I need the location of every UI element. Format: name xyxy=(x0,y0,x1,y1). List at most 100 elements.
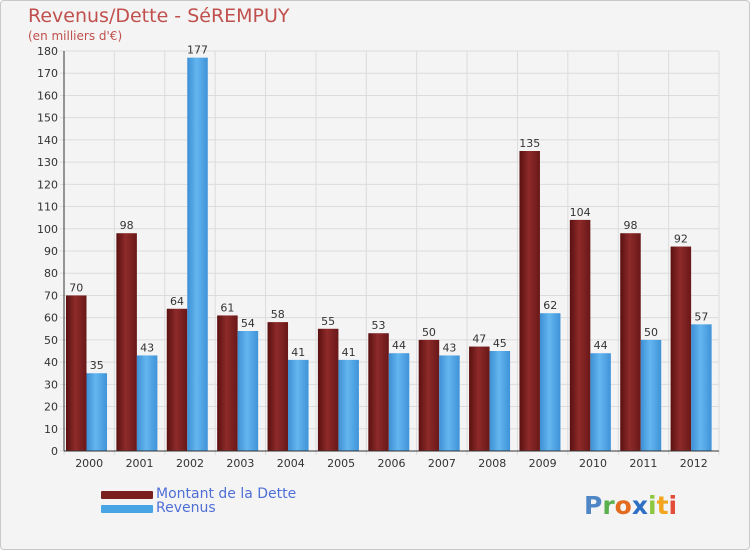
data-label: 50 xyxy=(644,326,658,339)
y-tick-label: 180 xyxy=(37,45,58,58)
y-tick-label: 140 xyxy=(37,134,58,147)
x-tick-label: 2001 xyxy=(126,457,154,470)
x-tick-label: 2003 xyxy=(226,457,254,470)
data-label: 62 xyxy=(543,299,557,312)
data-label: 57 xyxy=(694,310,708,323)
bar-dette xyxy=(418,339,440,451)
data-label: 64 xyxy=(170,295,184,308)
logo-letter: t xyxy=(656,491,669,520)
data-label: 44 xyxy=(392,339,406,352)
y-tick-label: 170 xyxy=(37,67,58,80)
chart-title: Revenus/Dette - SéREMPUY xyxy=(28,5,290,27)
bar-dette xyxy=(368,333,389,451)
legend-label-dette: Montant de la Dette xyxy=(156,486,297,502)
y-tick-label: 120 xyxy=(37,178,58,191)
data-label: 135 xyxy=(519,137,540,150)
logo-letter: x xyxy=(631,491,648,520)
y-tick-label: 0 xyxy=(51,445,58,458)
y-tick-label: 80 xyxy=(44,267,58,280)
x-tick-label: 2006 xyxy=(378,457,406,470)
bar-dette xyxy=(267,322,289,451)
bar-revenus xyxy=(187,57,208,452)
data-label: 43 xyxy=(140,341,154,354)
y-tick-label: 160 xyxy=(37,89,58,102)
bar-revenus xyxy=(691,324,712,451)
bar-revenus xyxy=(338,359,359,451)
logo-letter: o xyxy=(614,491,632,520)
y-tick-label: 60 xyxy=(44,312,58,325)
bar-dette xyxy=(166,308,188,451)
logo-letter: i xyxy=(668,491,678,520)
data-label: 44 xyxy=(594,339,608,352)
data-label: 43 xyxy=(442,341,456,354)
data-label: 41 xyxy=(342,346,356,359)
data-label: 47 xyxy=(472,333,486,346)
logo-letter: r xyxy=(602,491,615,520)
data-label: 50 xyxy=(422,326,436,339)
x-tick-label: 2009 xyxy=(529,457,557,470)
data-label: 54 xyxy=(241,317,255,330)
y-tick-label: 90 xyxy=(44,245,58,258)
y-tick-label: 130 xyxy=(37,156,58,169)
y-tick-label: 150 xyxy=(37,112,58,125)
bar-revenus xyxy=(640,339,662,451)
data-label: 55 xyxy=(321,315,335,328)
data-label: 98 xyxy=(623,219,637,232)
x-tick-label: 2008 xyxy=(478,457,506,470)
data-label: 104 xyxy=(570,206,591,219)
x-tick-label: 2004 xyxy=(277,457,305,470)
logo-letter: i xyxy=(648,491,657,520)
bar-revenus xyxy=(86,373,107,451)
bar-dette xyxy=(620,233,641,451)
data-label: 53 xyxy=(372,319,386,332)
x-tick-label: 2012 xyxy=(680,457,708,470)
bar-revenus xyxy=(489,351,511,451)
y-tick-label: 10 xyxy=(44,423,58,436)
bar-dette xyxy=(317,328,339,451)
data-label: 35 xyxy=(90,359,104,372)
bar-dette xyxy=(670,246,692,451)
bar-dette xyxy=(116,233,137,451)
x-tick-label: 2000 xyxy=(75,457,103,470)
x-tick-label: 2002 xyxy=(176,457,204,470)
x-tick-label: 2005 xyxy=(327,457,355,470)
y-tick-label: 50 xyxy=(44,334,58,347)
y-tick-label: 110 xyxy=(37,201,58,214)
data-label: 98 xyxy=(120,219,134,232)
x-tick-label: 2007 xyxy=(428,457,456,470)
bar-dette xyxy=(469,346,490,451)
y-tick-label: 30 xyxy=(44,378,58,391)
x-tick-label: 2011 xyxy=(629,457,657,470)
logo-letter: P xyxy=(584,491,603,520)
data-label: 177 xyxy=(187,44,208,57)
bar-dette xyxy=(569,219,591,451)
legend-swatch-dette xyxy=(101,491,153,499)
data-label: 45 xyxy=(493,337,507,350)
bar-revenus xyxy=(388,353,410,451)
y-tick-label: 100 xyxy=(37,223,58,236)
bar-revenus xyxy=(439,355,460,451)
data-label: 61 xyxy=(220,301,234,314)
bar-revenus xyxy=(539,313,561,451)
data-label: 41 xyxy=(291,346,305,359)
data-label: 92 xyxy=(674,233,688,246)
legend-label-revenus: Revenus xyxy=(156,500,216,516)
bar-revenus xyxy=(136,355,158,451)
x-tick-label: 2010 xyxy=(579,457,607,470)
data-label: 58 xyxy=(271,308,285,321)
y-tick-label: 70 xyxy=(44,289,58,302)
chart-subtitle: (en milliers d'€) xyxy=(28,29,123,43)
bar-revenus xyxy=(590,353,611,451)
y-tick-label: 40 xyxy=(44,356,58,369)
legend-swatch-revenus xyxy=(101,505,153,513)
y-tick-label: 20 xyxy=(44,401,58,414)
proxiti-logo: Proxiti xyxy=(584,491,677,520)
bar-dette xyxy=(66,295,87,451)
bar-revenus xyxy=(288,359,309,451)
bar-dette xyxy=(519,151,540,451)
bar-revenus xyxy=(237,331,259,451)
bar-dette xyxy=(217,315,238,451)
data-label: 70 xyxy=(69,281,83,294)
